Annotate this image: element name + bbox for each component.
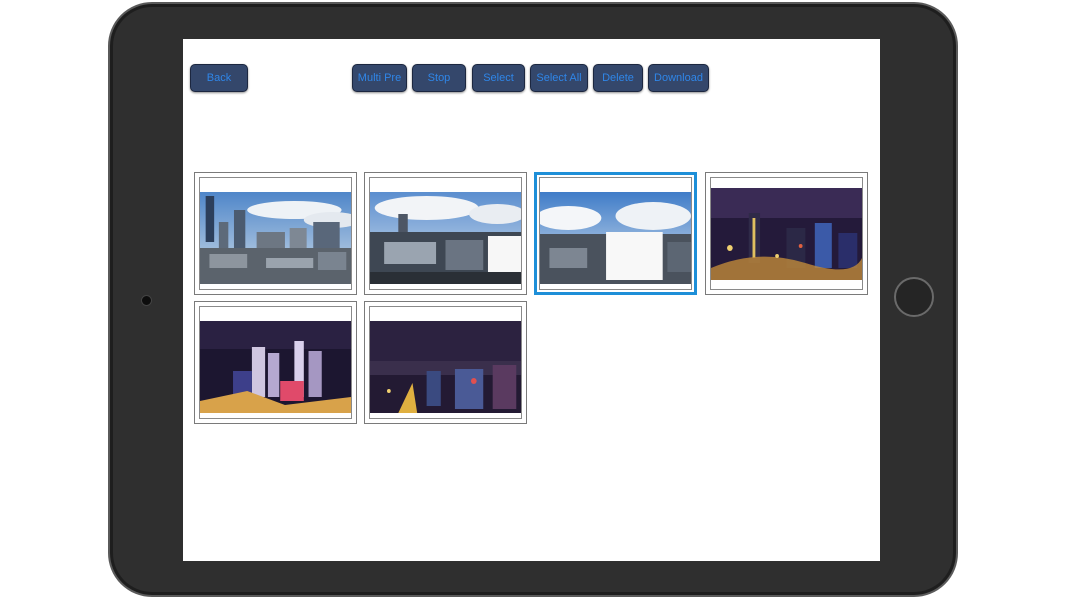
photo-image <box>369 177 522 290</box>
download-button[interactable]: Download <box>648 64 709 92</box>
home-button[interactable] <box>894 277 934 317</box>
camera-icon <box>141 295 152 306</box>
photo-image <box>539 177 692 290</box>
photo-image <box>199 177 352 290</box>
photo-thumbnail-3[interactable] <box>534 172 697 295</box>
select-all-button[interactable]: Select All <box>530 64 588 92</box>
photo-thumbnail-5[interactable] <box>194 301 357 424</box>
app-screen: Back Multi Pre Stop Select Select All De… <box>183 39 880 561</box>
delete-button[interactable]: Delete <box>593 64 643 92</box>
select-button[interactable]: Select <box>472 64 525 92</box>
photo-thumbnail-2[interactable] <box>364 172 527 295</box>
photo-image <box>369 306 522 419</box>
photo-thumbnail-4[interactable] <box>705 172 868 295</box>
multi-preview-button[interactable]: Multi Pre <box>352 64 407 92</box>
photo-thumbnail-1[interactable] <box>194 172 357 295</box>
back-button[interactable]: Back <box>190 64 248 92</box>
stop-button[interactable]: Stop <box>412 64 466 92</box>
photo-image <box>199 306 352 419</box>
photo-image <box>710 177 863 290</box>
photo-thumbnail-6[interactable] <box>364 301 527 424</box>
